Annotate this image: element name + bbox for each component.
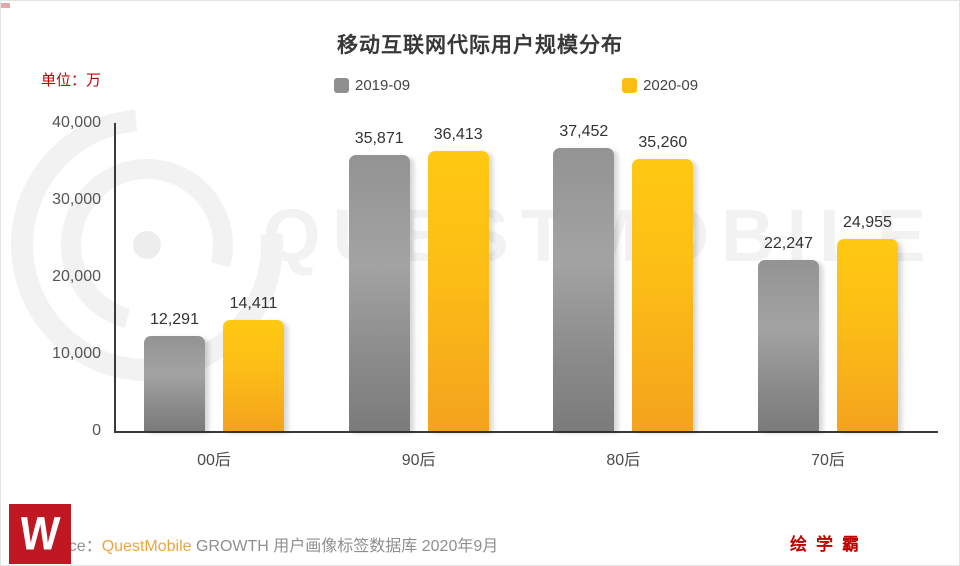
legend-label-2019: 2019-09	[355, 77, 411, 94]
bar-2020-09-00后[interactable]	[223, 320, 284, 431]
x-axis-label: 90后	[401, 452, 436, 469]
plot-area: 12,291 14,411 00后 35,871 36,413 90后 37,452 35,2…	[114, 123, 938, 469]
legend-swatch-2020-icon	[622, 78, 638, 93]
bar-value-label: 14,411	[229, 295, 278, 312]
bar-2019-09-70后[interactable]	[757, 260, 819, 431]
y-axis-tick: 20,000	[52, 268, 101, 285]
unit-label: 单位：万	[41, 72, 102, 89]
bar-group-90后: 35,871 36,413 90后	[348, 123, 489, 469]
bar-value-label: 36,413	[433, 126, 483, 143]
bar-2019-09-90后[interactable]	[348, 155, 410, 431]
corner-mark	[1, 3, 10, 8]
bar-2019-09-80后[interactable]	[553, 148, 615, 431]
bar-value-label: 24,955	[843, 214, 892, 231]
y-axis-tick: 30,000	[52, 191, 101, 208]
bar-2019-09-00后[interactable]	[144, 336, 205, 431]
bar-group-80后: 37,452 35,260 80后	[553, 123, 694, 469]
legend-item-2020[interactable]: 2020-09	[622, 77, 698, 94]
bar-group-00后: 12,291 14,411 00后	[144, 123, 284, 469]
source-brand: QuestMobile	[101, 538, 192, 555]
bar-2020-09-90后[interactable]	[427, 151, 489, 431]
footer-logo: W	[9, 504, 71, 564]
bar-value-label: 37,452	[559, 123, 609, 140]
bar-value-label: 12,291	[150, 311, 199, 328]
bar-2020-09-70后[interactable]	[836, 239, 898, 431]
bar-column: 22,247	[757, 123, 819, 431]
bar-value-label: 35,871	[354, 130, 404, 147]
bar-column: 36,413	[427, 123, 489, 431]
bar-column: 35,871	[348, 123, 410, 431]
bar-column: 24,955	[836, 123, 898, 431]
y-axis-tick: 10,000	[52, 345, 101, 362]
x-axis-label: 70后	[811, 452, 845, 469]
bar-value-label: 35,260	[638, 134, 688, 151]
legend-item-2019[interactable]: 2019-09	[334, 77, 410, 94]
bar-value-label: 22,247	[764, 235, 813, 252]
y-axis-tick: 40,000	[52, 114, 101, 131]
bar-column: 35,260	[632, 123, 694, 431]
footer-brand: 绘学霸	[790, 535, 868, 554]
chart-title: 移动互联网代际用户规模分布	[337, 34, 623, 57]
watermark-dot-icon	[133, 231, 161, 259]
legend: 2019-09 2020-09	[334, 77, 698, 94]
source-line: Source：QuestMobile GROWTH 用户画像标签数据库 2020…	[35, 532, 498, 556]
x-axis-label: 00后	[197, 452, 231, 469]
y-axis: 40,000 30,000 20,000 10,000 0	[1, 114, 101, 439]
logo-w-icon: W	[18, 507, 62, 560]
source-suffix: GROWTH 用户画像标签数据库 2020年9月	[191, 538, 499, 555]
bar-2020-09-80后[interactable]	[632, 159, 694, 431]
bar-column: 37,452	[553, 123, 615, 431]
bar-column: 12,291	[144, 123, 205, 431]
x-axis-label: 80后	[606, 452, 641, 469]
legend-label-2020: 2020-09	[643, 77, 699, 94]
bar-group-70后: 22,247 24,955 70后	[757, 123, 898, 469]
legend-swatch-2019-icon	[334, 78, 349, 93]
y-axis-tick: 0	[92, 422, 101, 439]
bar-column: 14,411	[223, 123, 284, 431]
